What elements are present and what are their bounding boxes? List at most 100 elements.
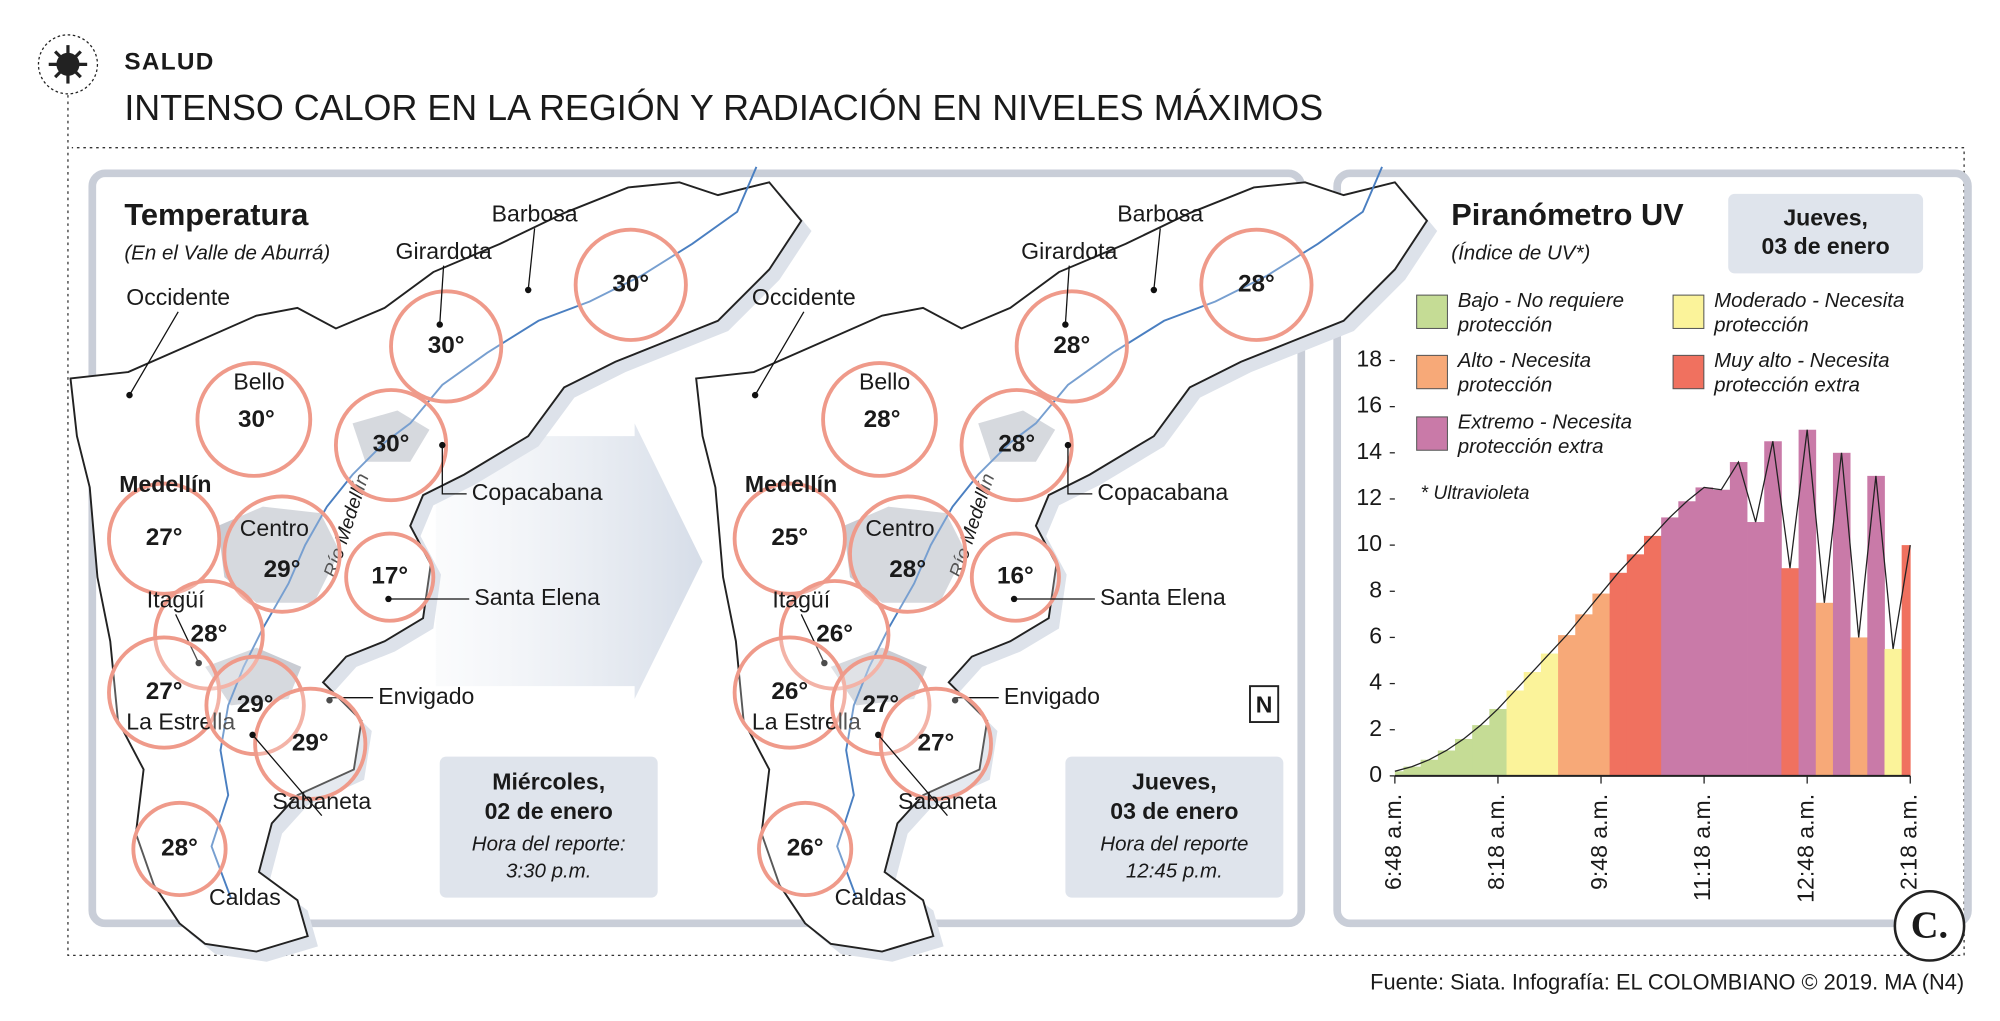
station-name: Centro [240, 515, 309, 541]
station-name: Bello [859, 369, 910, 395]
uv-column [1455, 738, 1473, 776]
uv-column [1798, 429, 1817, 776]
report-label: Hora del reporte: [472, 833, 626, 856]
uv-column [1712, 489, 1731, 776]
station-name: Medellín [745, 471, 837, 497]
uv-column [1489, 708, 1507, 776]
date-day: Miércoles, [492, 769, 605, 795]
uv-column [1901, 545, 1911, 776]
legend-swatch [1416, 354, 1448, 390]
legend-label: protección [1713, 313, 1809, 336]
y-tick-label: 4 [1369, 669, 1382, 695]
leader-line [800, 614, 825, 664]
uv-column [1575, 614, 1593, 776]
temp-circle [253, 686, 368, 801]
x-tick-label: 11:18 a.m. [1689, 794, 1715, 901]
arrow [435, 423, 703, 699]
temp-value: 28° [889, 556, 926, 583]
station-name: Occidente [752, 284, 856, 310]
temp-circle [878, 686, 993, 801]
section-label: SALUD [124, 49, 214, 76]
legend-label: protección [1457, 313, 1553, 336]
station-name: Occidente [126, 284, 230, 310]
legend-swatch [1672, 354, 1705, 390]
y-tick-label: 12 [1356, 484, 1382, 510]
maps-panel [88, 169, 1306, 928]
temp-value: 16° [997, 563, 1034, 590]
urban-area [843, 506, 966, 603]
y-tick-label: 14 [1356, 438, 1382, 464]
map: Río Medellín30°Barbosa30°GirardotaOccide… [69, 166, 812, 962]
legend-label: Moderado - Necesita [1714, 289, 1904, 312]
temp-value: 28° [1238, 270, 1275, 297]
svg-text:N: N [1256, 692, 1273, 718]
temp-circle [222, 494, 342, 614]
station-name: Itagüí [772, 587, 830, 613]
temp-circle [1014, 289, 1129, 404]
x-tick-label: 2:18 a.m. [1895, 794, 1921, 890]
y-tick-label: 10 [1356, 530, 1382, 556]
temp-value: 27° [917, 729, 954, 756]
uv-column [1781, 568, 1799, 776]
temp-value: 26° [787, 834, 824, 861]
source: Fuente: Siata. Infografía: EL COLOMBIANO… [1370, 969, 1964, 994]
uv-column [1394, 771, 1404, 776]
uv-column [1764, 441, 1782, 776]
map: Río Medellín28°Barbosa28°GirardotaOccide… [695, 166, 1438, 962]
station-name: Bello [233, 369, 284, 395]
temp-value: 30° [238, 406, 275, 433]
temp-value: 28° [191, 620, 228, 647]
station-name: Copacabana [1097, 479, 1228, 505]
temp-value: 17° [371, 563, 408, 590]
legend-swatch [1416, 294, 1448, 329]
temp-value: 30° [612, 270, 649, 297]
temp-circle [732, 481, 847, 596]
temp-circle [333, 388, 449, 503]
report-time: 3:30 p.m. [506, 859, 591, 882]
main-title: INTENSO CALOR EN LA REGIÓN Y RADIACIÓN E… [124, 88, 1323, 128]
uv-column [1867, 475, 1885, 776]
report-time: 12:45 p.m. [1126, 859, 1223, 882]
legend-label: Muy alto - Necesita [1714, 349, 1889, 372]
leader-line [175, 614, 200, 664]
temp-value: 25° [771, 524, 808, 551]
y-tick-label: 18 [1356, 346, 1382, 372]
temp-circle [107, 635, 222, 750]
leader-line [252, 734, 323, 817]
station-name: Santa Elena [474, 584, 600, 610]
y-tick-label: 8 [1369, 576, 1382, 602]
temp-value: 26° [771, 678, 808, 705]
date-day: Jueves, [1132, 769, 1217, 795]
uv-column [1626, 554, 1645, 776]
temp-value: 30° [373, 431, 410, 458]
uv-column [1884, 648, 1903, 776]
temperature-title: Temperatura [124, 197, 309, 232]
station-name: Girardota [396, 238, 492, 264]
temp-circle [389, 289, 504, 404]
uv-column [1609, 572, 1628, 776]
svg-text:C.: C. [1911, 904, 1948, 946]
y-tick-label: 6 [1369, 623, 1382, 649]
temp-value: 28° [998, 431, 1035, 458]
y-tick-label: 2 [1369, 715, 1382, 741]
legend-label: protección [1457, 374, 1553, 397]
legend-label: protección extra [1713, 374, 1860, 397]
station-name: Copacabana [472, 479, 603, 505]
legend-swatch [1672, 294, 1705, 329]
temp-circle [195, 361, 313, 478]
station-name: Barbosa [1117, 201, 1203, 227]
station-dot [1150, 286, 1158, 294]
station-name: Caldas [835, 884, 907, 910]
legend-label: Extremo - Necesita [1458, 411, 1632, 434]
station-name: Centro [865, 515, 934, 541]
leader-line [328, 697, 374, 701]
date: 03 de enero [1110, 798, 1238, 824]
temp-circle [573, 227, 688, 342]
leader-line [877, 734, 948, 817]
station-name: La Estrella [126, 708, 235, 734]
uv-column [1695, 487, 1714, 776]
uv-column [1540, 653, 1559, 776]
station-name: Girardota [1021, 238, 1117, 264]
river [836, 166, 1383, 899]
